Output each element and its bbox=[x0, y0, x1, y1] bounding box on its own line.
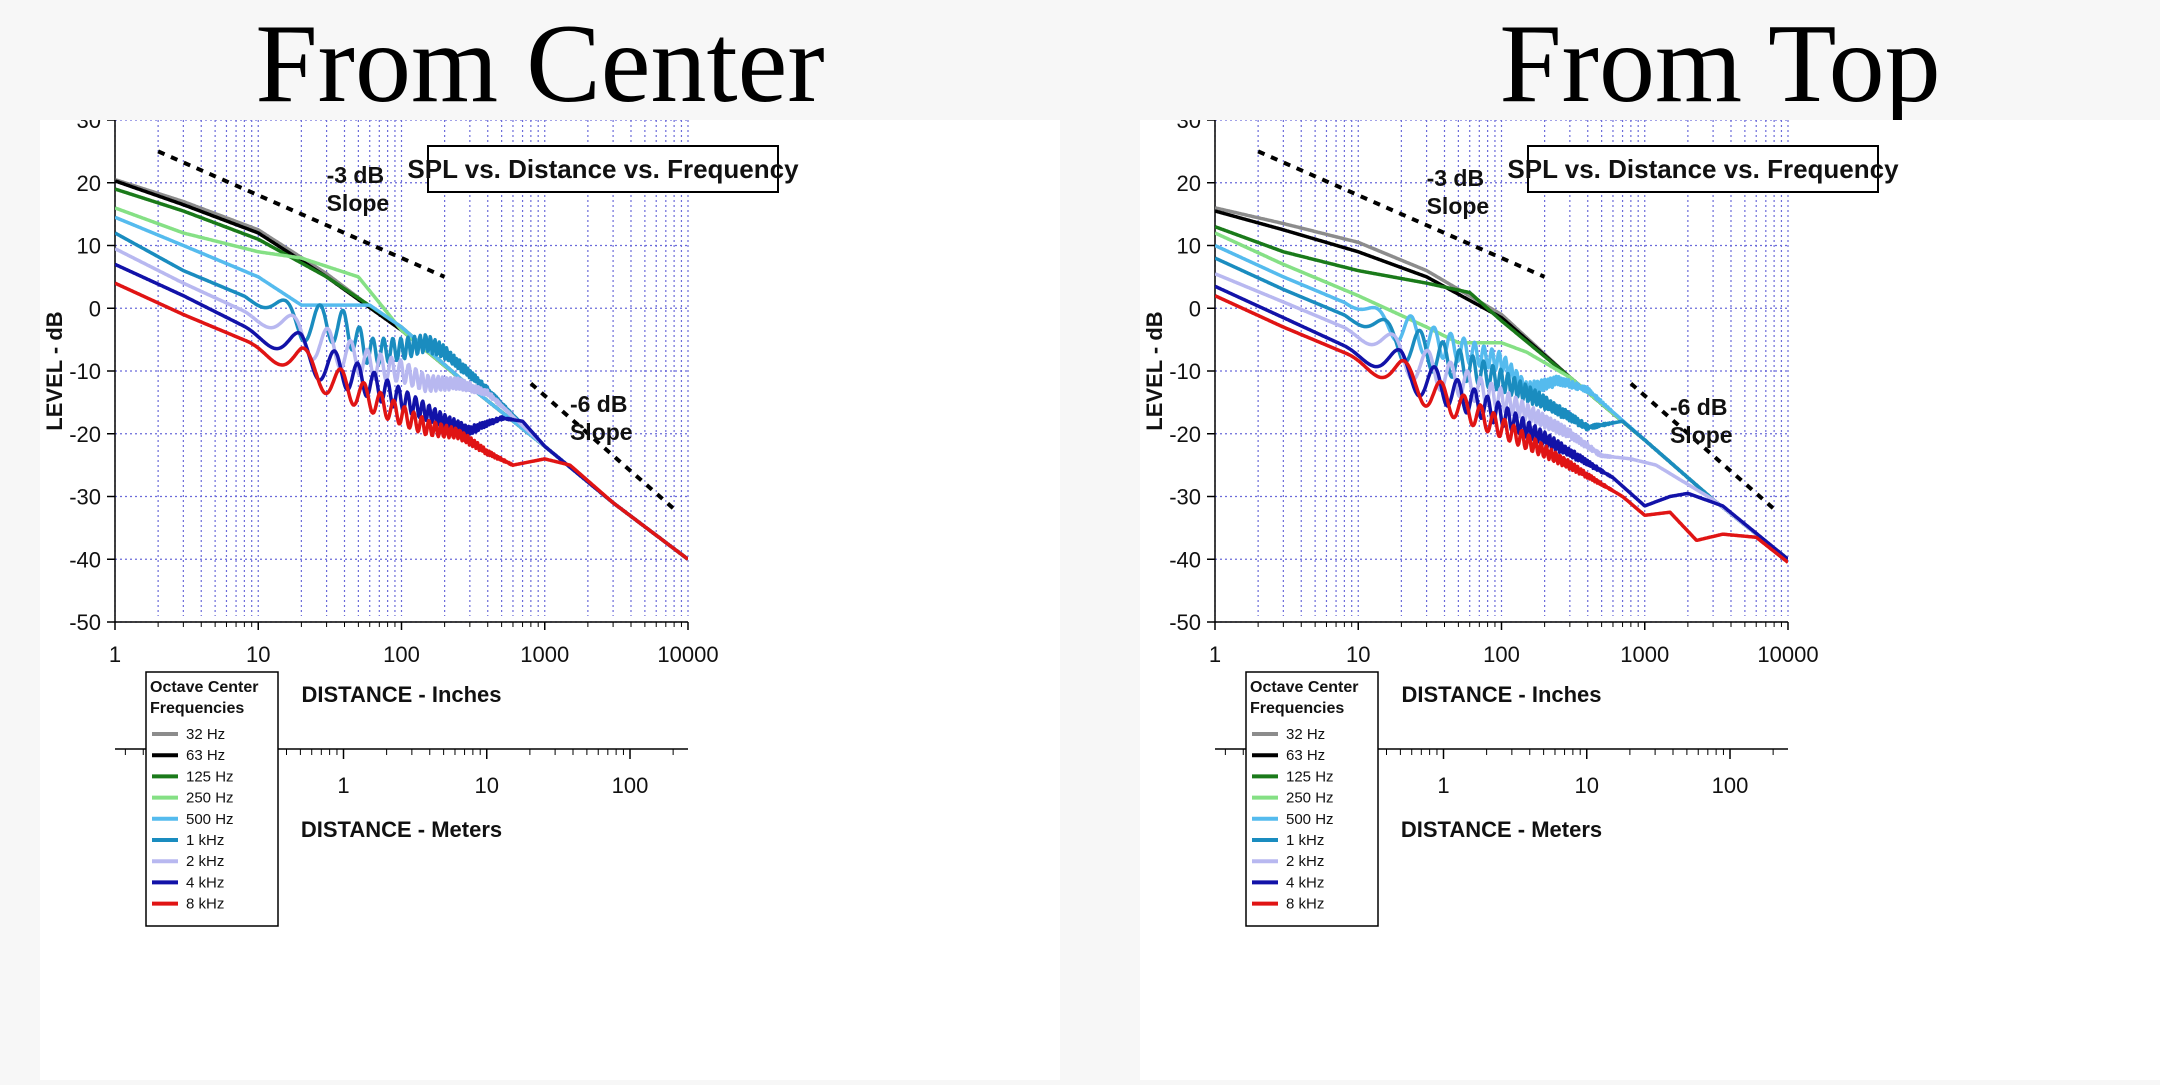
y-tick-label: -50 bbox=[69, 610, 101, 635]
series-line-1-khz bbox=[1215, 256, 1788, 561]
x2-tick-label: 100 bbox=[612, 773, 649, 798]
y-tick-label: 20 bbox=[77, 171, 101, 196]
slope-label-3-db-slope: -3 dB bbox=[327, 162, 385, 188]
x2-axis-label: DISTANCE - Meters bbox=[1401, 817, 1602, 842]
x-tick-label: 1 bbox=[1209, 642, 1221, 667]
x2-tick-label: 10 bbox=[475, 773, 499, 798]
chart-title: SPL vs. Distance vs. Frequency bbox=[407, 154, 799, 184]
legend-label-2-khz: 2 kHz bbox=[186, 853, 224, 870]
x-axis-label: DISTANCE - Inches bbox=[1401, 682, 1601, 707]
x2-axis-label: DISTANCE - Meters bbox=[301, 817, 502, 842]
legend-label-4-khz: 4 kHz bbox=[1286, 874, 1324, 891]
legend-title: Octave Center bbox=[150, 679, 259, 696]
legend-label-32-hz: 32 Hz bbox=[186, 726, 225, 743]
slope-label-3-db-slope: -3 dB bbox=[1427, 165, 1485, 191]
chart-title-box: SPL vs. Distance vs. Frequency bbox=[1507, 145, 1899, 193]
series-line-8-khz bbox=[1215, 294, 1788, 564]
slope-line-3-db-slope bbox=[157, 149, 446, 279]
series-group bbox=[115, 177, 688, 561]
series-line-2-khz bbox=[1215, 272, 1788, 561]
legend-label-32-hz: 32 Hz bbox=[1286, 726, 1325, 743]
legend-label-250-hz: 250 Hz bbox=[186, 790, 234, 807]
legend-label-500-hz: 500 Hz bbox=[1286, 811, 1334, 828]
slope-line-6-db-slope bbox=[1629, 382, 1776, 511]
y-tick-label: -40 bbox=[69, 547, 101, 572]
chart-title-frame bbox=[427, 145, 779, 193]
series-group bbox=[1215, 206, 1788, 564]
x-tick-label: 10 bbox=[1346, 642, 1370, 667]
y-tick-label: 20 bbox=[1177, 171, 1201, 196]
legend-label-63-hz: 63 Hz bbox=[1286, 747, 1325, 764]
legend-title: Frequencies bbox=[150, 700, 244, 717]
legend-label-8-khz: 8 kHz bbox=[186, 896, 224, 913]
y-tick-label: 10 bbox=[77, 234, 101, 259]
y-axis-label: LEVEL - dB bbox=[1142, 311, 1167, 430]
y-tick-label: 30 bbox=[1177, 120, 1201, 133]
slope-line-6-db-slope bbox=[529, 382, 676, 511]
slope-label-3-db-slope: Slope bbox=[1427, 193, 1490, 219]
legend-label-125-hz: 125 Hz bbox=[1286, 768, 1334, 785]
x2-tick-label: 1 bbox=[337, 773, 349, 798]
y-tick-label: -40 bbox=[1169, 547, 1201, 572]
y-tick-label: 0 bbox=[89, 296, 101, 321]
y-tick-label: -20 bbox=[1169, 422, 1201, 447]
x-tick-label: 10 bbox=[246, 642, 270, 667]
legend-label-1-khz: 1 kHz bbox=[186, 832, 224, 849]
slope-label-6-db-slope: -6 dB bbox=[570, 391, 628, 417]
y-tick-label: -30 bbox=[69, 485, 101, 510]
legend-label-63-hz: 63 Hz bbox=[186, 747, 225, 764]
x-tick-label: 100 bbox=[1483, 642, 1520, 667]
x2-tick-label: 1 bbox=[1437, 773, 1449, 798]
legend-title: Octave Center bbox=[1250, 679, 1359, 696]
legend-title: Frequencies bbox=[1250, 700, 1344, 717]
x2-tick-label: 10 bbox=[1575, 773, 1599, 798]
legend: Octave Center Frequencies 32 Hz 63 Hz 125 Hz… bbox=[1245, 671, 1379, 927]
y-tick-label: 0 bbox=[1189, 296, 1201, 321]
x-tick-label: 1000 bbox=[520, 642, 569, 667]
slope-label-6-db-slope: Slope bbox=[1670, 422, 1733, 448]
series-line-8-khz bbox=[115, 281, 688, 561]
chart-from-center: 30 20 10 0 -10 -20 -30 -40 -50 1 10 100 1000 10000 DIS… bbox=[40, 108, 1060, 1080]
x-tick-label: 1000 bbox=[1620, 642, 1669, 667]
legend-label-250-hz: 250 Hz bbox=[1286, 790, 1334, 807]
panel-title-from-top: From Top bbox=[1499, 2, 1941, 126]
slope-line-3-db-slope bbox=[1257, 149, 1546, 279]
y-tick-label: 30 bbox=[77, 120, 101, 133]
chart-title: SPL vs. Distance vs. Frequency bbox=[1507, 154, 1899, 184]
legend-label-8-khz: 8 kHz bbox=[1286, 896, 1324, 913]
chart-title-box: SPL vs. Distance vs. Frequency bbox=[407, 145, 799, 193]
panel-title-from-center: From Center bbox=[255, 2, 825, 126]
y-tick-label: -50 bbox=[1169, 610, 1201, 635]
y-tick-label: -20 bbox=[69, 422, 101, 447]
x-tick-label: 100 bbox=[383, 642, 420, 667]
x-axis-label: DISTANCE - Inches bbox=[301, 682, 501, 707]
slope-label-6-db-slope: Slope bbox=[570, 419, 633, 445]
y-tick-label: -10 bbox=[1169, 359, 1201, 384]
chart-title-frame bbox=[1527, 145, 1879, 193]
series-line-4-khz bbox=[1215, 284, 1788, 561]
y-tick-label: -10 bbox=[69, 359, 101, 384]
legend-label-500-hz: 500 Hz bbox=[186, 811, 234, 828]
legend: Octave Center Frequencies 32 Hz 63 Hz 125 Hz… bbox=[145, 671, 279, 927]
y-axis-label: LEVEL - dB bbox=[42, 311, 67, 430]
legend-label-4-khz: 4 kHz bbox=[186, 874, 224, 891]
chart-from-top: 30 20 10 0 -10 -20 -30 -40 -50 1 10 100 1000 10000 DIS… bbox=[1140, 108, 2160, 1080]
x-tick-label: 10000 bbox=[657, 642, 718, 667]
y-tick-label: 10 bbox=[1177, 234, 1201, 259]
legend-label-1-khz: 1 kHz bbox=[1286, 832, 1324, 849]
slope-label-3-db-slope: Slope bbox=[327, 190, 390, 216]
x2-tick-label: 100 bbox=[1712, 773, 1749, 798]
x-tick-label: 1 bbox=[109, 642, 121, 667]
x-tick-label: 10000 bbox=[1757, 642, 1818, 667]
legend-label-125-hz: 125 Hz bbox=[186, 768, 234, 785]
slope-label-6-db-slope: -6 dB bbox=[1670, 394, 1728, 420]
y-tick-label: -30 bbox=[1169, 485, 1201, 510]
legend-label-2-khz: 2 kHz bbox=[1286, 853, 1324, 870]
